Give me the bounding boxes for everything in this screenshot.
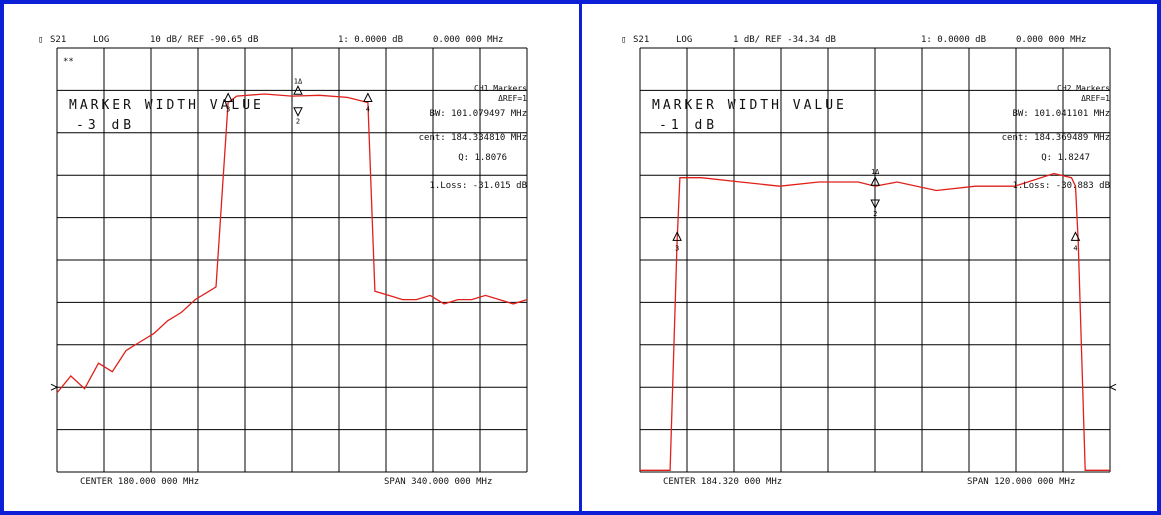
marker-2-symbol bbox=[870, 199, 881, 210]
marker-1-symbol bbox=[870, 176, 881, 186]
trace-line bbox=[640, 172, 1110, 471]
marker-width-title: MARKER WIDTH VALUE bbox=[652, 98, 847, 113]
marker-2-label: 2 bbox=[296, 118, 300, 126]
markers-panel-ref: ΔREF=1 bbox=[498, 94, 527, 103]
marker-1-label: 1Δ bbox=[294, 77, 303, 85]
markers-panel-title: CH2 Markers bbox=[1057, 84, 1110, 93]
reference-pointer bbox=[50, 383, 59, 391]
span-label: SPAN 340.000 000 MHz bbox=[384, 477, 492, 487]
reference-pointer bbox=[1108, 383, 1117, 391]
header-scale: 10 dB/ REF -90.65 dB bbox=[150, 35, 258, 45]
header-marker-readout: 1: 0.0000 dB bbox=[338, 35, 403, 45]
markers-panel-ref: ΔREF=1 bbox=[1081, 94, 1110, 103]
channel-2-chart: 1Δ 2 3 4 ▯ S21 LOG 1 dB/ REF -34.34 dB 1: 0… bbox=[621, 35, 1117, 487]
marker-3-label: 3 bbox=[675, 244, 679, 252]
markers-panel-loss: 1.Loss: -31.015 dB bbox=[429, 181, 527, 191]
header-format: LOG bbox=[676, 35, 692, 45]
marker-width-level: -3 dB bbox=[76, 118, 135, 133]
channel-indicator: ▯ bbox=[621, 35, 626, 45]
markers-panel-q: Q: 1.8247 bbox=[1041, 153, 1090, 163]
markers-panel-q: Q: 1.8076 bbox=[458, 153, 507, 163]
marker-4-label: 4 bbox=[1073, 244, 1077, 252]
header-marker-freq: 0.000 000 MHz bbox=[433, 35, 503, 45]
marker-2-label: 2 bbox=[873, 210, 877, 218]
span-label: SPAN 120.000 000 MHz bbox=[967, 477, 1075, 487]
marker-2-symbol bbox=[293, 107, 303, 117]
markers-panel-bw: BW: 101.041101 MHz bbox=[1012, 109, 1110, 119]
marker-4-label: 4 bbox=[366, 105, 370, 113]
marker-4-symbol bbox=[1070, 231, 1081, 241]
header-marker-readout: 1: 0.0000 dB bbox=[921, 35, 986, 45]
channel-2-panel: 1Δ 2 3 4 ▯ S21 LOG 1 dB/ REF -34.34 dB 1: 0… bbox=[583, 0, 1161, 515]
markers-panel-bw: BW: 101.079497 MHz bbox=[429, 109, 527, 119]
markers-panel-cent: cent: 184.334810 MHz bbox=[419, 133, 527, 143]
marker-3-label: 3 bbox=[226, 105, 230, 113]
marker-3-symbol bbox=[672, 231, 682, 241]
marker-1-label: 1Δ bbox=[871, 168, 880, 176]
markers-panel-loss: 1.Loss: -30.883 dB bbox=[1012, 181, 1110, 191]
channel-1-chart: 1Δ 2 3 4 ▯ S21 LOG 10 dB/ REF -90.65 dB 1: … bbox=[38, 35, 528, 487]
header-scale: 1 dB/ REF -34.34 dB bbox=[733, 35, 836, 45]
header-channel: S21 bbox=[50, 35, 66, 45]
header-channel: S21 bbox=[633, 35, 649, 45]
status-mark: ** bbox=[63, 57, 74, 67]
marker-4-symbol bbox=[363, 92, 373, 102]
panel-divider bbox=[579, 0, 582, 515]
markers-panel-cent: cent: 184.369489 MHz bbox=[1002, 133, 1110, 143]
trace-line bbox=[56, 93, 528, 394]
header-format: LOG bbox=[93, 35, 109, 45]
center-label: CENTER 180.000 000 MHz bbox=[80, 477, 199, 487]
channel-indicator: ▯ bbox=[38, 35, 43, 45]
marker-3-symbol bbox=[223, 92, 233, 102]
channel-1-panel: 1Δ 2 3 4 ▯ S21 LOG 10 dB/ REF -90.65 dB 1: … bbox=[0, 0, 578, 515]
marker-width-title: MARKER WIDTH VALUE bbox=[69, 98, 264, 113]
header-marker-freq: 0.000 000 MHz bbox=[1016, 35, 1086, 45]
center-label: CENTER 184.320 000 MHz bbox=[663, 477, 782, 487]
markers-panel-title: CH1 Markers bbox=[474, 84, 527, 93]
marker-width-level: -1 dB bbox=[659, 118, 718, 133]
marker-1-symbol bbox=[293, 85, 303, 95]
